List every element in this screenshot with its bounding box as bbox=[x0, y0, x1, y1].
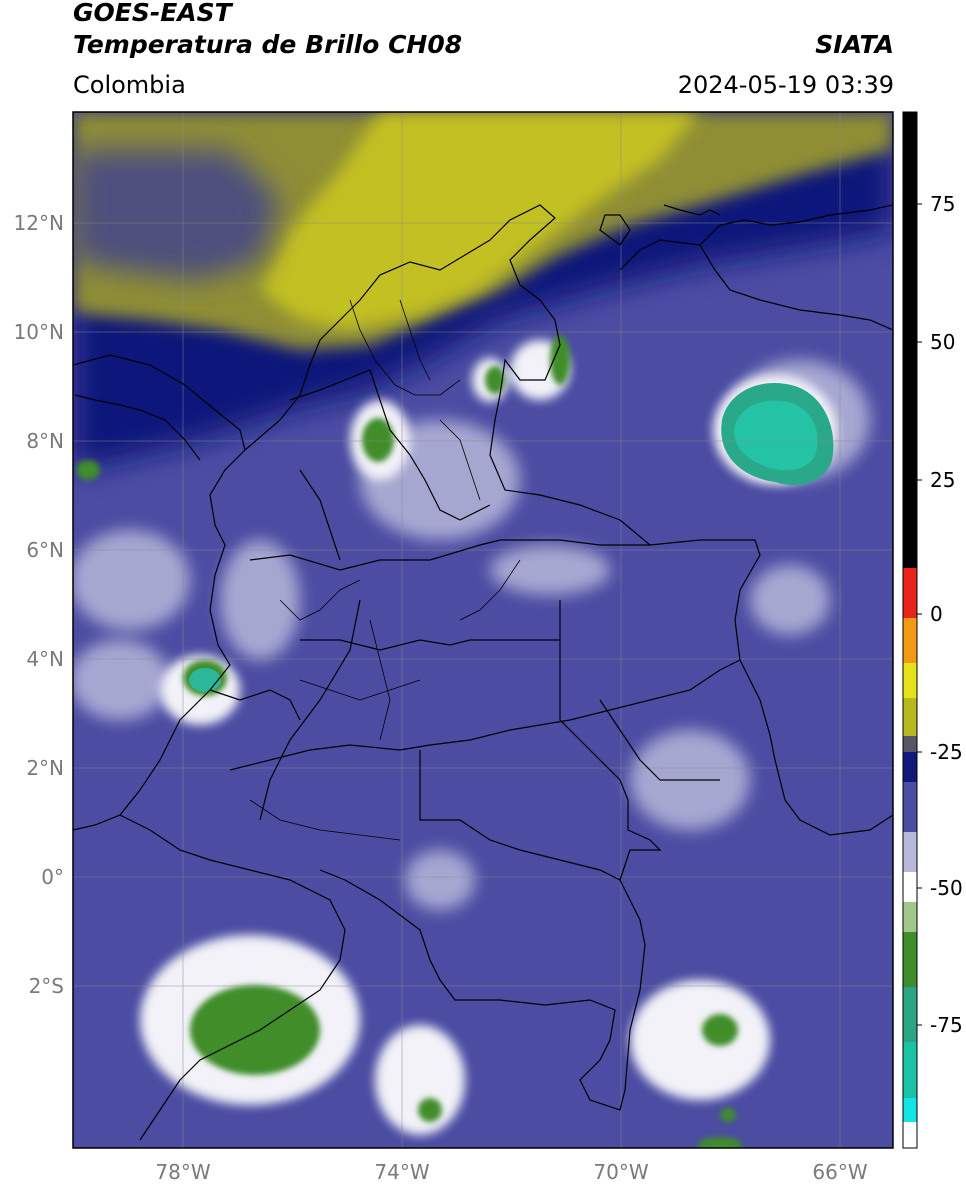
storm-core bbox=[734, 400, 818, 471]
colorbar-teal bbox=[903, 987, 917, 1042]
lat-label-6n: 6°N bbox=[26, 538, 64, 562]
dry-air-grey bbox=[73, 150, 280, 280]
colorbar-lightgreen bbox=[903, 902, 917, 932]
colorbar-darkblue bbox=[903, 752, 917, 782]
storm-cell-small bbox=[189, 668, 221, 692]
colorbar-white bbox=[903, 872, 917, 902]
colorbar-yellow bbox=[903, 663, 917, 698]
colorbar-ticks bbox=[917, 203, 922, 1026]
colorbar-purple bbox=[903, 782, 917, 832]
lon-label-78w: 78°W bbox=[155, 1160, 211, 1184]
colorbar-label-25: 25 bbox=[930, 468, 956, 492]
lat-label-4n: 4°N bbox=[26, 647, 64, 671]
lon-label-66w: 66°W bbox=[812, 1160, 868, 1184]
colorbar bbox=[902, 111, 922, 1149]
region-label: Colombia bbox=[73, 71, 186, 99]
timestamp: 2024-05-19 03:39 bbox=[677, 71, 894, 99]
lon-label-74w: 74°W bbox=[374, 1160, 430, 1184]
colorbar-teal-light bbox=[903, 1042, 917, 1098]
lat-label-10n: 10°N bbox=[13, 320, 64, 344]
colorbar-orange bbox=[903, 618, 917, 663]
colorbar-label-neg75: -75 bbox=[930, 1013, 963, 1037]
colorbar-label-neg25: -25 bbox=[930, 740, 963, 764]
lat-label-0: 0° bbox=[41, 865, 64, 889]
colorbar-label-neg50: -50 bbox=[930, 876, 963, 900]
colorbar-lavender bbox=[903, 832, 917, 872]
admin-borders bbox=[249, 299, 521, 841]
colorbar-label-50: 50 bbox=[930, 330, 956, 354]
lon-label-70w: 70°W bbox=[593, 1160, 649, 1184]
product-title: Temperatura de Brillo CH08 bbox=[73, 30, 463, 59]
colorbar-cyan bbox=[903, 1098, 917, 1122]
brand-label: SIATA bbox=[815, 30, 894, 59]
map-field bbox=[73, 112, 893, 1148]
product-source: GOES-EAST bbox=[73, 0, 232, 27]
colorbar-frame bbox=[902, 111, 918, 1149]
colorbar-label-0: 0 bbox=[930, 602, 943, 626]
lat-label-8n: 8°N bbox=[26, 429, 64, 453]
colorbar-bottom bbox=[903, 1122, 917, 1148]
lat-label-2s: 2°S bbox=[28, 974, 64, 998]
colorbar-red bbox=[903, 568, 917, 618]
colorbar-label-75: 75 bbox=[930, 192, 956, 216]
colorbar-olive bbox=[903, 698, 917, 736]
lat-label-12n: 12°N bbox=[13, 211, 64, 235]
colorbar-grey bbox=[903, 736, 917, 752]
colorbar-black bbox=[903, 112, 917, 568]
lat-label-2n: 2°N bbox=[26, 756, 64, 780]
dry-air-yellow bbox=[260, 112, 700, 330]
graticule bbox=[73, 112, 893, 1148]
map-frame bbox=[72, 111, 894, 1149]
colorbar-green bbox=[903, 932, 917, 987]
borders bbox=[73, 204, 893, 1141]
